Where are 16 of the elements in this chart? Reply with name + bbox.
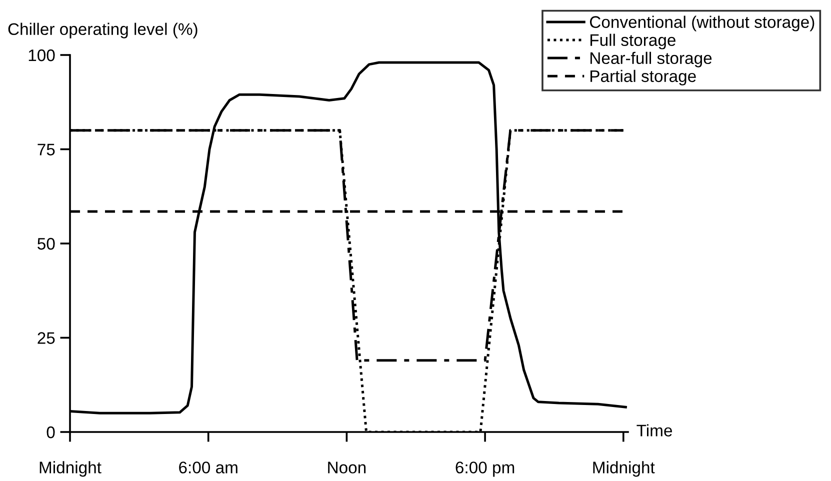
y-tick-label: 75 — [38, 144, 55, 156]
y-tick-label: 50 — [38, 238, 55, 250]
legend-label: Near-full storage — [590, 52, 712, 68]
legend-label: Conventional (without storage) — [590, 16, 814, 32]
legend-label: Partial storage — [590, 70, 696, 86]
y-tick-label: 25 — [38, 332, 55, 344]
x-axis-title: Time — [636, 424, 672, 436]
y-axis-title: Chiller operating level (%) — [8, 22, 198, 38]
x-tick-label: 6:00 am — [179, 462, 238, 474]
x-tick-label: Midnight — [593, 461, 655, 477]
y-tick-label: 0 — [46, 426, 55, 438]
x-tick-label: 6:00 pm — [456, 462, 514, 477]
legend-label: Full storage — [590, 34, 676, 50]
x-tick-label: Noon — [328, 462, 366, 474]
x-tick-label: Midnight — [40, 461, 102, 477]
y-tick-label: 100 — [28, 49, 55, 62]
